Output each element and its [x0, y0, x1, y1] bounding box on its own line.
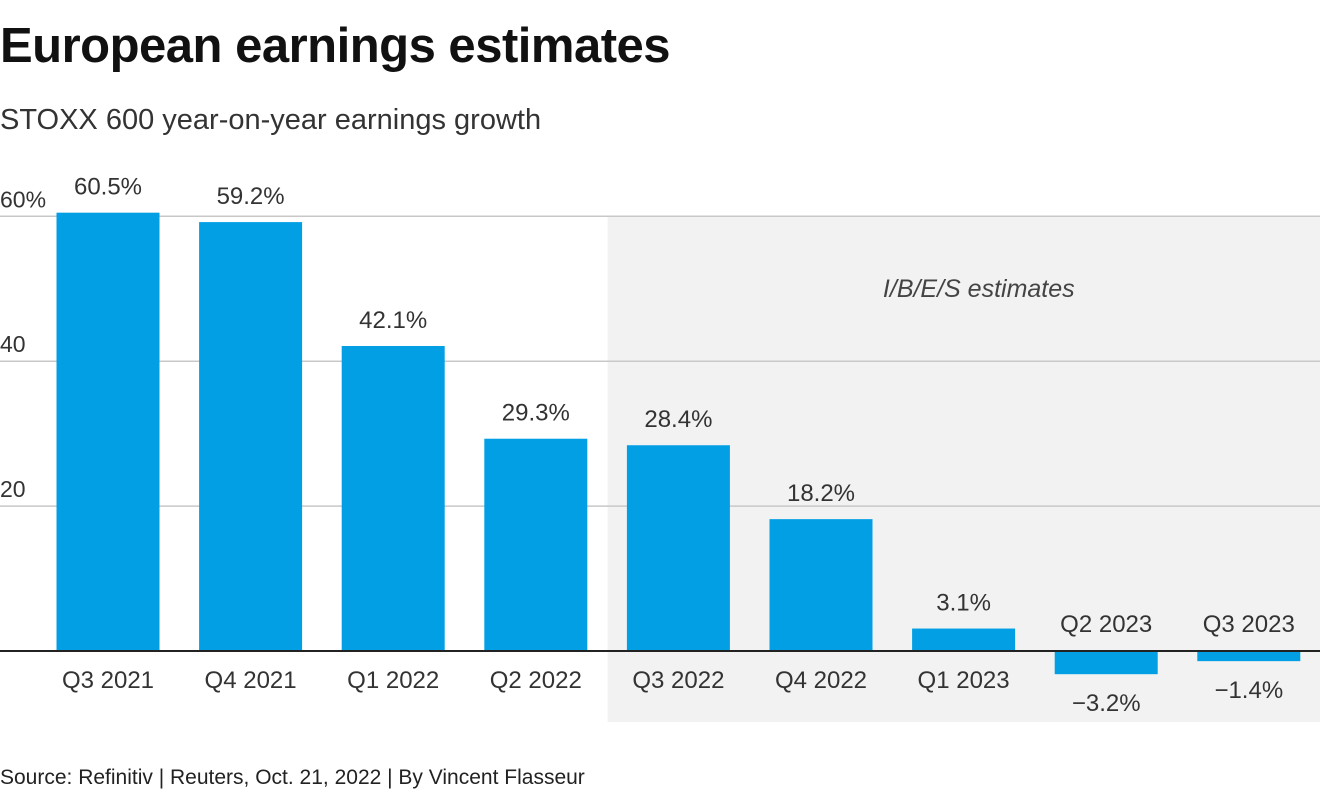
- x-tick-label: Q1 2023: [918, 667, 1010, 694]
- x-tick-label: Q3 2022: [632, 667, 724, 694]
- x-tick-label: Q2 2023: [1060, 611, 1152, 638]
- data-label: 18.2%: [787, 480, 855, 507]
- data-label: −3.2%: [1072, 690, 1141, 717]
- estimates-region-label: I/B/E/S estimates: [883, 275, 1075, 303]
- data-label: 42.1%: [359, 307, 427, 334]
- x-tick-label: Q3 2021: [62, 667, 154, 694]
- bar-q1-2022: [341, 345, 445, 651]
- bar-q3-2021: [56, 212, 160, 652]
- bar-q3-2022: [626, 445, 730, 651]
- bar-chart: I/B/E/S estimates 60% 40 20 Q3 2021 60.5% Q4…: [0, 174, 1320, 722]
- x-tick-label: Q1 2022: [347, 667, 439, 694]
- data-label: 28.4%: [644, 406, 712, 433]
- bar-q2-2023: [1054, 651, 1158, 675]
- data-label: 60.5%: [74, 174, 142, 201]
- bar-q3-2023: [1197, 651, 1301, 662]
- x-tick-label: Q4 2021: [205, 667, 297, 694]
- y-tick-label-20: 20: [0, 476, 26, 502]
- y-tick-label-40: 40: [0, 331, 26, 357]
- x-tick-label: Q3 2023: [1203, 611, 1295, 638]
- data-label: 3.1%: [936, 590, 991, 617]
- data-label: 29.3%: [502, 400, 570, 427]
- bar-q2-2022: [484, 438, 588, 651]
- chart-title: European earnings estimates: [0, 19, 671, 73]
- bar-q4-2022: [769, 519, 873, 651]
- data-label: 59.2%: [217, 183, 285, 210]
- x-tick-label: Q4 2022: [775, 667, 867, 694]
- bar-q4-2021: [199, 222, 303, 651]
- y-tick-label-60: 60%: [0, 186, 46, 212]
- source-note: Source: Refinitiv | Reuters, Oct. 21, 20…: [0, 766, 585, 789]
- x-tick-label: Q2 2022: [490, 667, 582, 694]
- bar-q1-2023: [912, 628, 1016, 651]
- chart-subtitle: STOXX 600 year-on-year earnings growth: [0, 104, 542, 136]
- data-label: −1.4%: [1214, 677, 1283, 704]
